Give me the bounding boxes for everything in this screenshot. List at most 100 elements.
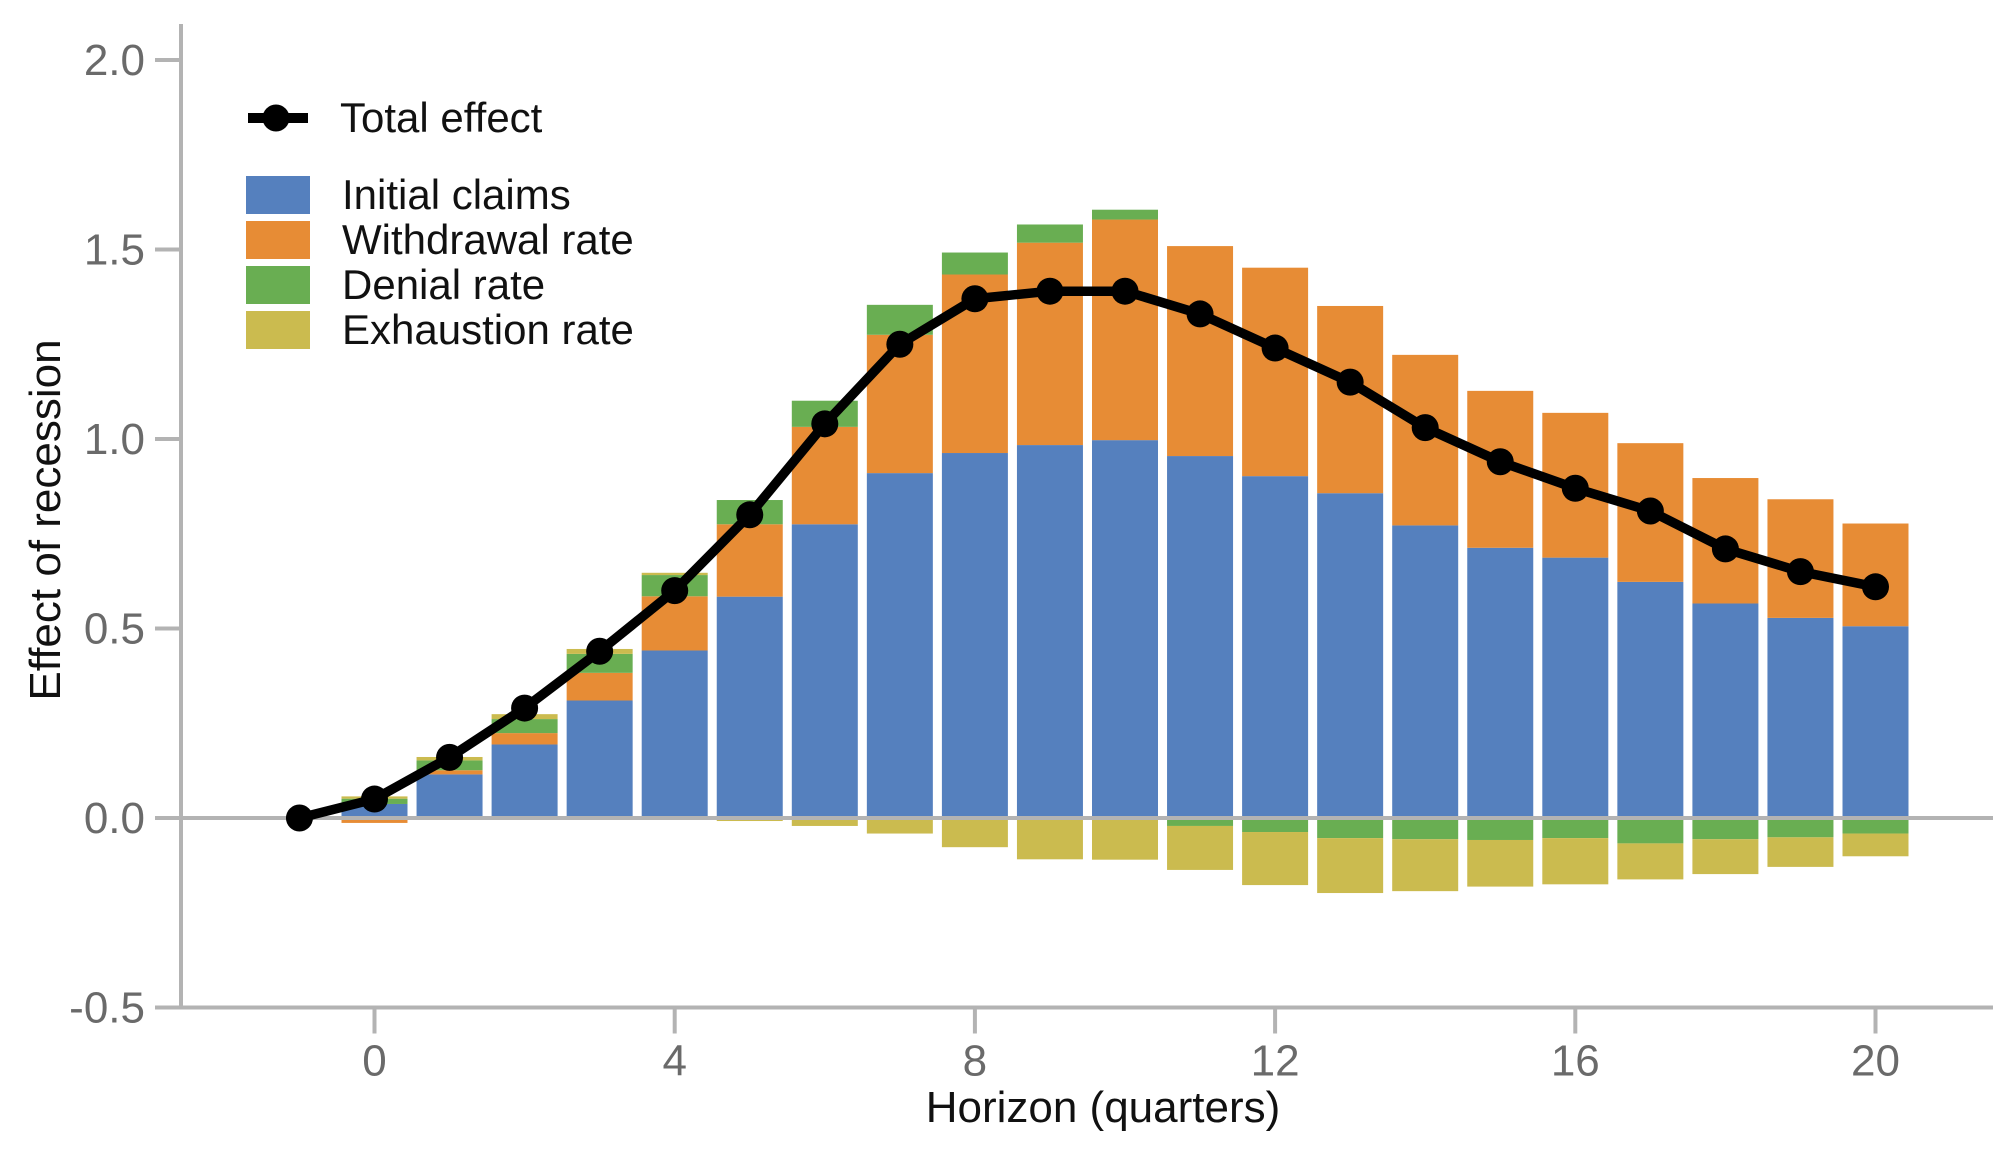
bar-segment xyxy=(1467,818,1534,840)
x-tick-label: 0 xyxy=(362,1037,386,1086)
bar-segment xyxy=(1092,209,1158,220)
x-tick-label: 4 xyxy=(662,1037,686,1086)
bar-segment xyxy=(416,770,483,775)
bar-segment xyxy=(1542,557,1609,818)
bar-segment xyxy=(1167,456,1234,818)
y-axis-title: Effect of recession xyxy=(21,339,70,701)
legend-item-total-effect: Total effect xyxy=(246,92,634,144)
initial-claims-swatch-icon xyxy=(246,175,310,214)
x-tick xyxy=(372,1009,377,1034)
total-effect-marker xyxy=(1862,573,1889,601)
bar-segment xyxy=(1392,839,1459,892)
total-effect-marker xyxy=(1111,277,1139,305)
bar-segment xyxy=(1542,818,1609,839)
x-tick-label: 8 xyxy=(963,1037,987,1086)
bar-segment xyxy=(791,818,858,826)
total-effect-marker xyxy=(736,501,764,529)
bar-segment xyxy=(866,473,933,818)
bar-segment xyxy=(1092,219,1158,441)
bar-segment xyxy=(1542,838,1609,885)
bar-segment xyxy=(1016,818,1083,860)
y-tick-label: 1.0 xyxy=(84,415,145,464)
total-effect-marker xyxy=(586,637,614,665)
y-tick xyxy=(155,437,179,441)
x-tick xyxy=(972,1009,977,1034)
bar-segment xyxy=(1842,833,1909,857)
bar-segment xyxy=(1392,525,1459,818)
bar-segment xyxy=(791,426,858,525)
bar-segment xyxy=(1092,818,1158,860)
bar-segment xyxy=(566,700,633,818)
bar-segment xyxy=(941,818,1008,848)
bar-segment xyxy=(1016,445,1083,818)
bar-segment xyxy=(491,733,558,745)
legend-item-exhaustion-rate: Exhaustion rate xyxy=(246,306,634,353)
y-tick xyxy=(155,816,179,820)
bar-segment xyxy=(1016,224,1083,243)
total-effect-marker xyxy=(1786,558,1814,586)
x-tick-label: 12 xyxy=(1251,1037,1300,1086)
x-tick-label: 20 xyxy=(1851,1037,1900,1086)
x-tick xyxy=(1573,1009,1578,1034)
denial-rate-swatch-icon xyxy=(246,265,310,304)
bar-segment xyxy=(641,572,708,576)
y-tick-label: 0.5 xyxy=(84,605,145,654)
total-effect-marker xyxy=(1336,368,1364,396)
total-effect-line xyxy=(294,286,1881,823)
bar-segment xyxy=(1692,603,1759,818)
y-tick-label: -0.5 xyxy=(69,984,145,1033)
bar-segment xyxy=(1467,547,1534,818)
bar-segment xyxy=(866,818,933,834)
bar-segment xyxy=(1242,832,1309,886)
total-effect-marker xyxy=(1036,277,1064,305)
bar-segment xyxy=(1317,838,1384,894)
x-tick xyxy=(1873,1009,1878,1034)
bar-segment xyxy=(1617,818,1684,844)
total-effect-marker xyxy=(961,285,989,313)
y-tick-label: 2.0 xyxy=(84,36,145,85)
bar-segment xyxy=(1767,837,1834,867)
y-tick xyxy=(155,1005,179,1010)
legend-item-withdrawal-rate: Withdrawal rate xyxy=(246,215,634,263)
bar-segment xyxy=(1167,825,1234,870)
total-effect-marker xyxy=(661,577,689,605)
y-tick xyxy=(155,626,179,631)
bar-segment xyxy=(1392,818,1459,840)
total-effect-marker xyxy=(1561,474,1589,502)
x-tick xyxy=(672,1009,677,1034)
total-effect-marker xyxy=(1636,497,1664,525)
bar-segment xyxy=(416,774,483,818)
bar-segment xyxy=(1242,818,1309,833)
bar-segment xyxy=(1242,476,1309,818)
bar-segment xyxy=(1842,626,1909,818)
total-effect-marker xyxy=(1411,414,1439,442)
legend-label-initial-claims: Initial claims xyxy=(342,170,571,218)
bar-segment xyxy=(1317,818,1384,839)
y-tick-label: 1.5 xyxy=(84,226,145,275)
bar-segment xyxy=(941,252,1008,275)
bar-segment xyxy=(491,744,558,818)
y-tick xyxy=(155,247,179,252)
bar-segment xyxy=(1092,440,1158,818)
total-effect-marker xyxy=(285,804,313,832)
bar-segment xyxy=(1692,839,1759,875)
bar-segment xyxy=(1242,267,1309,477)
bar-segment xyxy=(1617,581,1684,818)
legend-label-denial-rate: Denial rate xyxy=(342,260,546,308)
exhaustion-rate-swatch-icon xyxy=(246,310,310,349)
x-axis-title: Horizon (quarters) xyxy=(925,1083,1281,1132)
bar-segment xyxy=(1617,843,1684,880)
total-effect-marker xyxy=(886,330,914,358)
withdrawal-rate-swatch-icon xyxy=(246,220,310,259)
bar-segment xyxy=(716,596,783,818)
zero-line xyxy=(158,816,1993,820)
y-tick xyxy=(155,58,179,62)
total-effect-marker xyxy=(811,410,839,438)
bar-segment xyxy=(1016,242,1083,446)
legend-label-withdrawal-rate: Withdrawal rate xyxy=(342,215,634,263)
x-tick xyxy=(1273,1009,1278,1034)
legend-series-items: Initial claims Withdrawal rate Denial ra… xyxy=(246,170,634,353)
x-tick-label: 16 xyxy=(1551,1037,1600,1086)
total-effect-marker xyxy=(436,743,464,771)
total-effect-marker xyxy=(1186,300,1214,328)
